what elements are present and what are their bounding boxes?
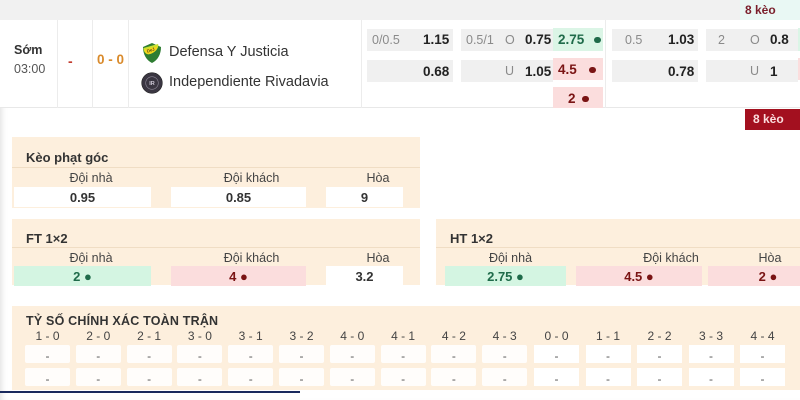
svg-text:IR: IR (149, 81, 155, 87)
